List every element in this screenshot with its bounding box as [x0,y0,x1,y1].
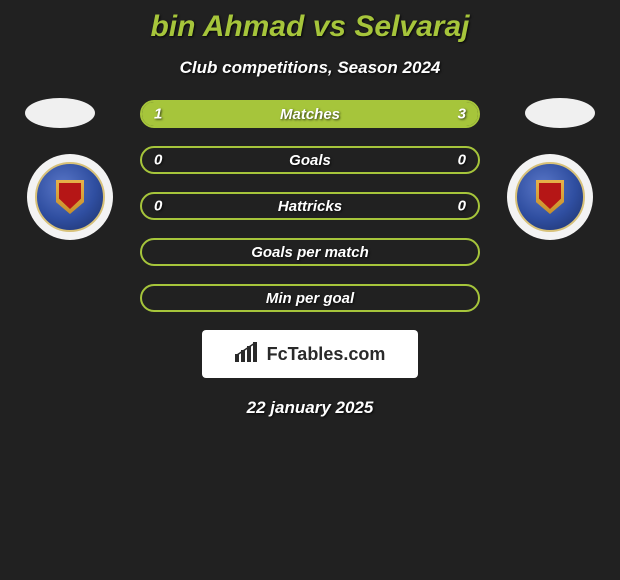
bar-mpg-label: Min per goal [266,290,354,307]
bar-matches: 1 Matches 3 [140,100,480,128]
watermark-text: FcTables.com [267,344,386,365]
club-crest-right [507,154,593,240]
bar-goals: 0 Goals 0 [140,146,480,174]
flag-right [525,98,595,128]
bar-hattricks: 0 Hattricks 0 [140,192,480,220]
bar-gpm-label: Goals per match [251,244,369,261]
bar-goals-value-left: 0 [154,152,162,169]
bar-hattricks-label: Hattricks [278,198,342,215]
flag-left [25,98,95,128]
date-text: 22 january 2025 [140,398,480,418]
bar-matches-fill-right [226,102,478,126]
stat-bars: 1 Matches 3 0 Goals 0 0 Hattricks 0 Goal… [140,100,480,418]
bar-hattricks-value-left: 0 [154,198,162,215]
bar-matches-value-left: 1 [154,106,162,123]
page-subtitle: Club competitions, Season 2024 [0,58,620,78]
bar-hattricks-value-right: 0 [458,198,466,215]
club-crest-left [27,154,113,240]
bar-goals-label: Goals [289,152,331,169]
watermark: FcTables.com [202,330,418,378]
bar-matches-label: Matches [280,106,340,123]
bar-matches-value-right: 3 [458,106,466,123]
bar-goals-per-match: Goals per match [140,238,480,266]
bars-icon [235,342,261,367]
bar-min-per-goal: Min per goal [140,284,480,312]
page-title: bin Ahmad vs Selvaraj [0,0,620,44]
bar-goals-value-right: 0 [458,152,466,169]
